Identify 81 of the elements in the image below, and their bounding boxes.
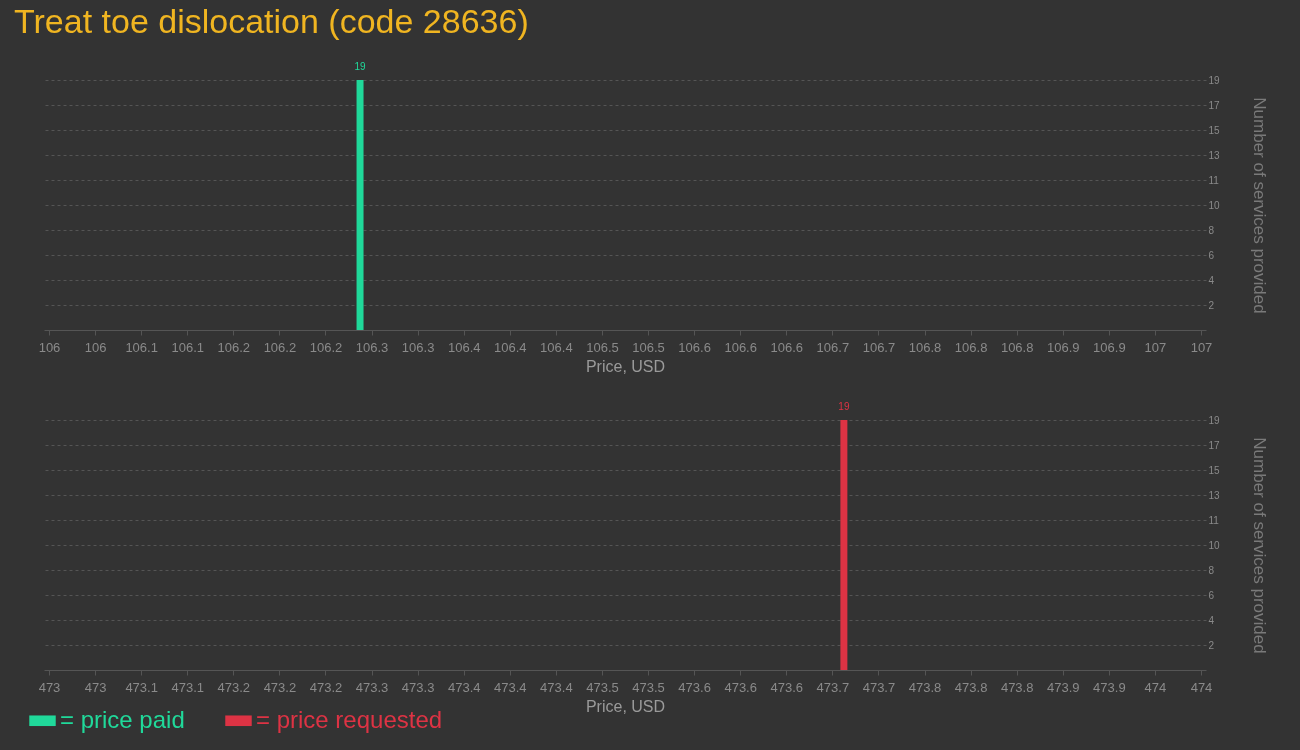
x-tick-label: 106.9 bbox=[1046, 339, 1080, 355]
x-tick-label: 106.2 bbox=[263, 339, 297, 355]
x-tick-label: 473 bbox=[84, 679, 107, 695]
x-tick-label: 473.7 bbox=[862, 679, 896, 695]
x-tick-label: 106.4 bbox=[447, 339, 481, 355]
x-tick-label: 106.1 bbox=[171, 339, 205, 355]
x-tick-label: 474 bbox=[1190, 679, 1213, 695]
x-tick-label: 106.2 bbox=[309, 339, 343, 355]
x-tick-label: 106.6 bbox=[724, 339, 757, 355]
x-tick-label: 106.3 bbox=[401, 339, 435, 355]
y-tick-label: 11 bbox=[1208, 514, 1220, 526]
y-tick-label: 4 bbox=[1208, 614, 1215, 626]
x-tick-label: 106.3 bbox=[355, 339, 389, 355]
y-tick-label: 6 bbox=[1208, 249, 1215, 261]
x-tick-label: 473.9 bbox=[1093, 679, 1126, 695]
x-tick-label: 107 bbox=[1144, 339, 1167, 355]
data-label: 19 bbox=[838, 401, 850, 412]
y-axis-title: Number of services provided bbox=[1249, 437, 1269, 654]
y-tick-label: 13 bbox=[1208, 149, 1221, 161]
x-tick-label: 106.7 bbox=[862, 339, 896, 355]
y-tick-label: 4 bbox=[1208, 274, 1215, 286]
x-tick-label: 473 bbox=[38, 679, 61, 695]
legend-label: = price requested bbox=[256, 705, 443, 733]
y-tick-label: 19 bbox=[1208, 74, 1221, 86]
y-tick-label: 15 bbox=[1208, 464, 1221, 476]
x-tick-label: 106.7 bbox=[816, 339, 850, 355]
x-tick-label: 473.9 bbox=[1046, 679, 1080, 695]
x-tick-label: 473.2 bbox=[263, 679, 297, 695]
y-tick-label: 6 bbox=[1208, 589, 1215, 601]
data-label: 19 bbox=[354, 61, 367, 72]
x-tick-label: 106.6 bbox=[770, 339, 804, 355]
x-tick-label: 474 bbox=[1144, 679, 1167, 695]
x-tick-label: 106.1 bbox=[125, 339, 158, 355]
x-tick-label: 473.8 bbox=[954, 679, 988, 695]
y-tick-label: 8 bbox=[1208, 564, 1215, 576]
x-tick-label: 473.5 bbox=[632, 679, 665, 695]
y-tick-label: 17 bbox=[1208, 99, 1221, 111]
y-tick-label: 2 bbox=[1208, 639, 1215, 651]
y-tick-label: 10 bbox=[1208, 199, 1221, 211]
y-tick-label: 10 bbox=[1208, 539, 1221, 551]
x-tick-label: 473.7 bbox=[816, 679, 850, 695]
x-tick-label: 107 bbox=[1190, 339, 1213, 355]
x-tick-label: 106.5 bbox=[586, 339, 619, 355]
x-tick-label: 473.8 bbox=[1000, 679, 1034, 695]
y-axis-title: Number of services provided bbox=[1249, 97, 1269, 314]
x-tick-label: 106.8 bbox=[908, 339, 942, 355]
y-tick-label: 17 bbox=[1208, 439, 1221, 451]
y-tick-label: 2 bbox=[1208, 299, 1215, 311]
x-tick-label: 473.1 bbox=[125, 679, 158, 695]
x-tick-label: 473.5 bbox=[586, 679, 619, 695]
x-tick-label: 106.9 bbox=[1093, 339, 1126, 355]
legend-label: = price paid bbox=[60, 705, 185, 733]
x-tick-label: 473.3 bbox=[355, 679, 389, 695]
x-tick-label: 106.8 bbox=[1000, 339, 1034, 355]
x-axis-title: Price, USD bbox=[585, 697, 666, 715]
x-tick-label: 473.4 bbox=[447, 679, 481, 695]
x-tick-label: 106.6 bbox=[678, 339, 711, 355]
x-tick-label: 106 bbox=[84, 339, 107, 355]
y-tick-label: 13 bbox=[1208, 489, 1221, 501]
chart-title: Treat toe dislocation (code 28636) bbox=[14, 2, 529, 40]
x-tick-label: 106.4 bbox=[494, 339, 527, 355]
x-tick-label: 106 bbox=[38, 339, 61, 355]
x-tick-label: 106.5 bbox=[632, 339, 665, 355]
x-tick-label: 106.2 bbox=[217, 339, 251, 355]
y-tick-label: 15 bbox=[1208, 124, 1221, 136]
x-tick-label: 473.4 bbox=[540, 679, 573, 695]
y-tick-label: 11 bbox=[1208, 174, 1220, 186]
x-axis-title: Price, USD bbox=[585, 357, 666, 375]
x-tick-label: 473.6 bbox=[770, 679, 804, 695]
x-tick-label: 473.6 bbox=[724, 679, 757, 695]
x-tick-label: 473.2 bbox=[217, 679, 251, 695]
y-tick-label: 19 bbox=[1208, 414, 1221, 426]
x-tick-label: 473.1 bbox=[171, 679, 205, 695]
x-tick-label: 473.3 bbox=[401, 679, 435, 695]
x-tick-label: 473.6 bbox=[678, 679, 711, 695]
x-tick-label: 106.4 bbox=[540, 339, 573, 355]
x-tick-label: 473.4 bbox=[494, 679, 527, 695]
y-tick-label: 8 bbox=[1208, 224, 1215, 236]
x-tick-label: 106.8 bbox=[954, 339, 988, 355]
x-tick-label: 473.8 bbox=[908, 679, 942, 695]
x-tick-label: 473.2 bbox=[309, 679, 343, 695]
